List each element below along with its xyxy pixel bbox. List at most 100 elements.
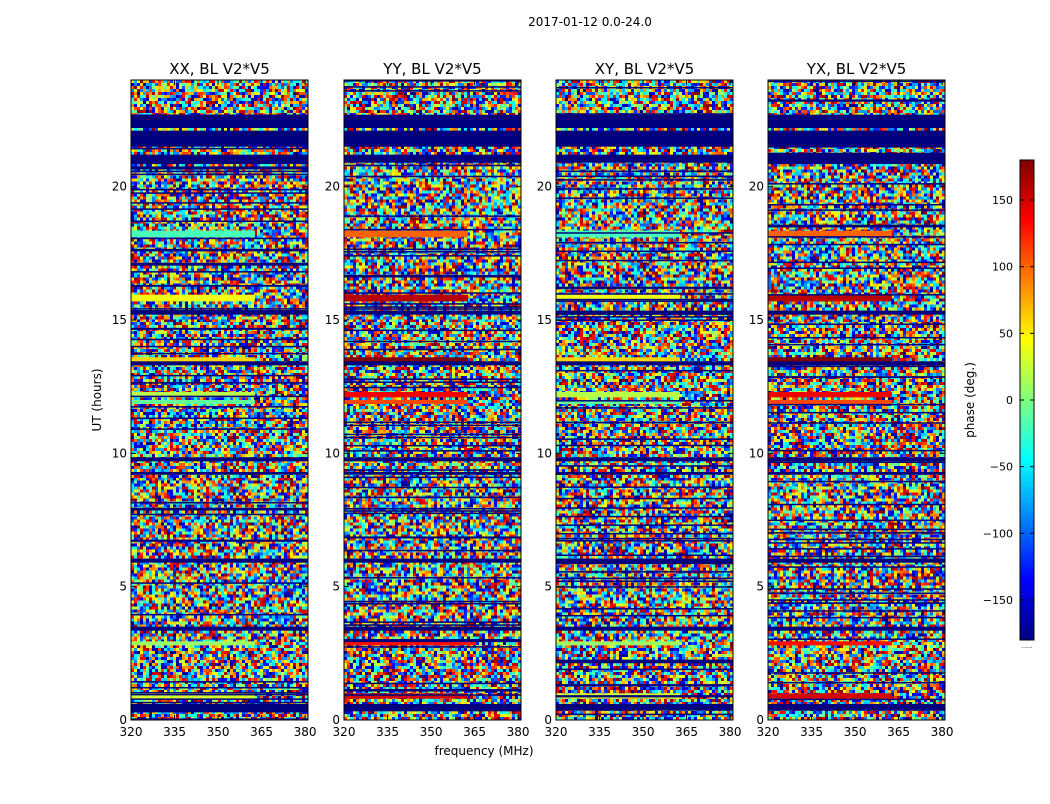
x-tick-label: 320 <box>120 725 143 739</box>
flag-streak <box>344 340 521 343</box>
panel-frame <box>343 79 522 721</box>
coherent-band <box>556 230 680 238</box>
flag-streak <box>131 692 308 694</box>
flagged-band <box>768 704 945 711</box>
flag-streak <box>768 100 945 102</box>
flagged-band <box>556 472 733 475</box>
flag-streak <box>556 421 733 424</box>
flag-streak <box>131 147 308 150</box>
flag-streak <box>344 421 521 424</box>
flag-streak <box>556 661 733 664</box>
flag-streak <box>344 469 521 471</box>
y-tick-label: 10 <box>112 446 127 460</box>
flag-streak <box>131 707 308 709</box>
flag-streak <box>556 554 733 557</box>
flagged-band <box>344 361 521 366</box>
flag-streak <box>556 660 733 662</box>
x-axis-label: frequency (MHz) <box>434 744 533 758</box>
y-tick-label: 20 <box>749 180 764 194</box>
flag-streak <box>556 170 733 173</box>
colorbar-label: phase (deg.) <box>963 362 977 438</box>
flag-streak <box>344 86 521 88</box>
flag-streak <box>768 638 945 640</box>
flag-streak <box>556 577 733 580</box>
flag-streak <box>768 261 945 264</box>
flagged-band <box>556 310 733 315</box>
y-tick-label: 20 <box>112 180 127 194</box>
flag-streak <box>768 555 945 558</box>
flag-streak <box>768 449 945 452</box>
flag-streak <box>556 684 733 686</box>
flag-streak <box>344 90 521 92</box>
y-tick-label: 5 <box>756 580 764 594</box>
flag-streak <box>131 374 308 377</box>
x-tick-label: 335 <box>588 725 611 739</box>
y-tick-label: 15 <box>112 313 127 327</box>
coherent-band <box>556 294 680 302</box>
flag-streak <box>344 689 521 691</box>
flag-streak <box>768 152 945 155</box>
flagged-band <box>556 361 733 366</box>
flag-streak <box>768 616 945 619</box>
flagged-band <box>768 361 945 366</box>
flag-streak <box>131 170 308 173</box>
flagged-band <box>768 472 945 475</box>
flag-streak <box>556 515 733 518</box>
flag-streak <box>556 571 733 573</box>
coherent-band <box>768 693 892 699</box>
y-axis-label: UT (hours) <box>90 368 104 431</box>
flag-streak <box>131 327 308 330</box>
flagged-band <box>768 626 945 631</box>
flag-streak <box>768 153 945 156</box>
flag-streak <box>768 707 945 710</box>
flag-streak <box>131 264 308 266</box>
flag-streak <box>556 713 733 716</box>
flag-streak <box>131 613 308 616</box>
flag-streak <box>556 486 733 488</box>
flag-streak <box>131 428 308 430</box>
flag-streak <box>131 701 308 704</box>
flag-streak <box>556 497 733 500</box>
y-tick-label: 10 <box>749 446 764 460</box>
flag-streak <box>131 338 308 341</box>
flag-streak <box>768 588 945 590</box>
flag-streak <box>768 146 945 148</box>
flag-streak <box>556 695 733 697</box>
flag-streak <box>131 395 308 398</box>
flag-streak <box>768 503 945 506</box>
y-tick-label: 10 <box>325 446 340 460</box>
flag-streak <box>131 308 308 310</box>
coherent-band <box>131 641 255 646</box>
flag-streak <box>131 513 308 516</box>
colorbar: 150 100 50 0 −50 −100 −150 phase (deg.) ...... <box>963 159 1035 650</box>
flag-streak <box>556 157 733 160</box>
x-tick-label: 335 <box>376 725 399 739</box>
flag-streak <box>344 255 521 257</box>
y-tick-label: 20 <box>537 180 552 194</box>
y-tick-label: 5 <box>544 580 552 594</box>
coherent-band <box>344 400 468 404</box>
colorbar-tick-label: 100 <box>992 261 1013 274</box>
flag-streak <box>131 114 308 116</box>
flagged-band <box>768 457 945 462</box>
flag-streak <box>768 204 945 206</box>
flag-streak <box>556 232 733 234</box>
flag-streak <box>556 113 733 115</box>
flagged-band <box>131 130 308 147</box>
x-tick-label: 350 <box>207 725 230 739</box>
flag-streak <box>556 293 733 295</box>
x-tick-label: 365 <box>675 725 698 739</box>
flag-streak <box>344 348 521 351</box>
coherent-band <box>768 294 892 302</box>
flag-streak <box>768 243 945 246</box>
panel-xx: XX, BL V2*V5 0 5 10 15 20 320 335 350 365 380 <box>112 60 317 739</box>
flag-streak <box>344 709 521 712</box>
coherent-band <box>131 392 255 398</box>
flagged-band <box>344 154 521 163</box>
flag-streak <box>344 603 521 605</box>
coherent-band <box>131 693 255 699</box>
flag-streak <box>768 672 945 674</box>
flag-streak <box>131 417 308 420</box>
x-tick-label: 335 <box>800 725 823 739</box>
flag-streak <box>556 316 733 318</box>
